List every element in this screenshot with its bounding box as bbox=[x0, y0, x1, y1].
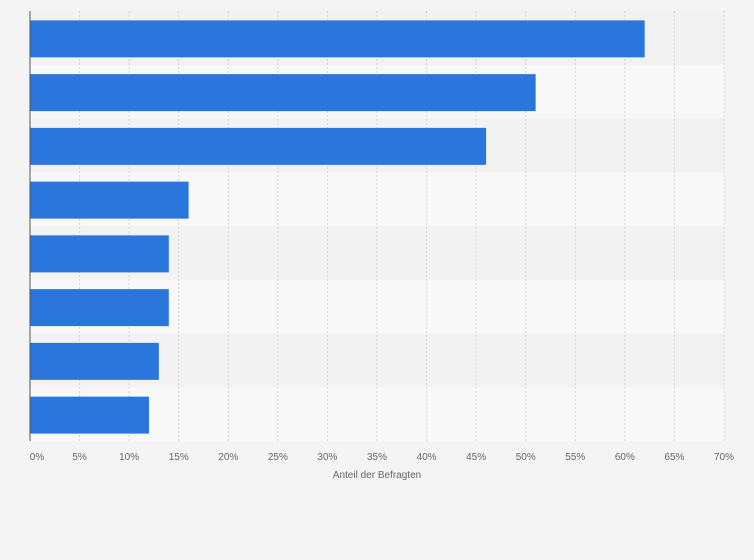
bar[interactable] bbox=[30, 342, 159, 380]
x-axis-ticks: 0% 5% 10% 15% 20% 25% 30% 35% 40% 45% 50% 55% 60% 65%… bbox=[30, 452, 734, 463]
x-tick-label: 70% bbox=[714, 452, 734, 463]
x-tick-label: 40% bbox=[417, 452, 437, 463]
x-tick-label: 60% bbox=[615, 452, 635, 463]
bar[interactable] bbox=[30, 181, 189, 219]
x-tick-label: 30% bbox=[317, 452, 337, 463]
x-tick-label: 55% bbox=[565, 452, 585, 463]
x-tick-label: 65% bbox=[664, 452, 684, 463]
x-tick-label: 20% bbox=[218, 452, 238, 463]
x-axis-title: Anteil der Befragten bbox=[333, 470, 421, 481]
x-tick-label: 10% bbox=[119, 452, 139, 463]
bar[interactable] bbox=[30, 127, 487, 165]
x-tick-label: 25% bbox=[268, 452, 288, 463]
x-tick-label: 35% bbox=[367, 452, 387, 463]
x-tick-label: 50% bbox=[516, 452, 536, 463]
bars bbox=[30, 20, 645, 434]
bar[interactable] bbox=[30, 74, 536, 112]
x-tick-label: 0% bbox=[30, 452, 45, 463]
x-tick-label: 15% bbox=[169, 452, 189, 463]
bar[interactable] bbox=[30, 396, 149, 434]
x-tick-label: 45% bbox=[466, 452, 486, 463]
bar[interactable] bbox=[30, 20, 645, 58]
x-tick-label: 5% bbox=[72, 452, 87, 463]
bar[interactable] bbox=[30, 289, 169, 327]
bar[interactable] bbox=[30, 235, 169, 273]
